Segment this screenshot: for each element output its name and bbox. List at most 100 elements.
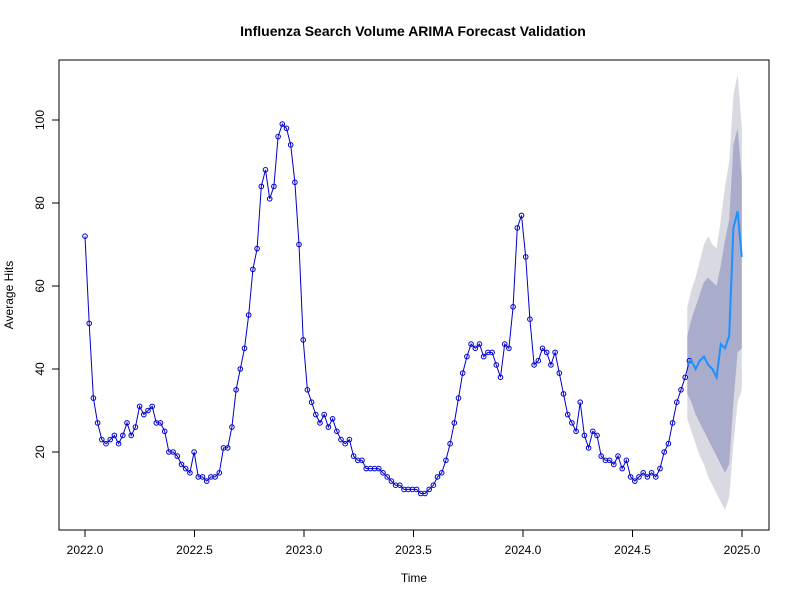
observed-point	[669, 420, 676, 426]
observed-point	[577, 399, 584, 406]
observed-point	[141, 411, 147, 418]
observed-point	[115, 440, 122, 447]
observed-point	[321, 411, 328, 418]
observed-point	[325, 424, 332, 430]
observed-point	[237, 366, 244, 372]
observed-point	[476, 341, 483, 347]
observed-point	[262, 167, 269, 173]
observed-point	[535, 357, 542, 364]
y-axis-label: Average Hits	[2, 261, 16, 329]
x-tick-label: 2022.5	[176, 543, 213, 557]
observed-point	[627, 474, 634, 480]
observed-point	[174, 453, 181, 459]
observed-point	[157, 420, 164, 426]
observed-point	[199, 474, 206, 480]
observed-point	[212, 474, 218, 480]
observed-point	[86, 320, 92, 327]
observed-point	[539, 345, 546, 352]
forecast-line	[686, 211, 743, 381]
observed-point	[149, 403, 155, 410]
observed-point	[380, 470, 386, 476]
x-tick-label: 2023.5	[395, 543, 432, 557]
observed-point	[384, 474, 391, 480]
observed-point	[556, 370, 563, 376]
observed-point	[569, 420, 575, 426]
observed-point	[258, 183, 265, 190]
observed-point	[514, 225, 521, 231]
observed-point	[283, 125, 290, 132]
observed-point	[145, 407, 151, 414]
observed-point	[346, 436, 353, 443]
observed-point	[241, 345, 248, 352]
x-axis: 2022.0 2022.5 2023.0 2023.5 2024.0 2024.5 2025…	[67, 529, 761, 557]
observed-point	[376, 465, 382, 472]
observed-point	[674, 399, 680, 406]
band-inner	[687, 128, 742, 473]
observed-point	[464, 353, 470, 360]
observed-point	[308, 399, 315, 406]
observed-point	[216, 470, 223, 476]
y-tick-label: 40	[33, 362, 47, 376]
observed-point	[552, 349, 558, 356]
observed-point	[606, 457, 613, 464]
observed-point	[472, 345, 479, 352]
chart-title: Influenza Search Volume ARIMA Forecast V…	[240, 23, 586, 39]
observed-point	[623, 457, 630, 464]
observed-point	[128, 432, 134, 439]
observed-point	[296, 241, 302, 248]
observed-point	[350, 453, 357, 459]
observed-point	[480, 353, 487, 360]
observed-point	[338, 436, 344, 443]
observed-point	[111, 432, 118, 439]
observed-point	[132, 424, 139, 430]
observed-point	[250, 266, 256, 273]
observed-point	[501, 341, 508, 347]
observed-point	[275, 133, 281, 140]
observed-point	[527, 316, 533, 323]
observed-point	[182, 465, 189, 472]
observed-point	[191, 449, 197, 455]
observed-point	[451, 420, 458, 426]
observed-point	[632, 478, 638, 484]
y-tick-label: 80	[33, 196, 47, 210]
observed-point	[564, 411, 571, 418]
observed-point	[304, 387, 311, 393]
observed-point	[661, 449, 668, 455]
observed-point	[136, 403, 143, 410]
observed-point	[438, 470, 445, 476]
observed-point	[300, 337, 307, 343]
observed-point	[598, 453, 605, 459]
observed-point	[590, 428, 596, 435]
observed-point	[678, 387, 684, 393]
observed-point	[611, 461, 617, 468]
observed-point	[99, 436, 105, 443]
y-axis: 20 40 60 80 100	[33, 110, 60, 459]
observed-point	[644, 474, 651, 480]
observed-point	[518, 212, 525, 219]
observed-point	[292, 179, 298, 186]
observed-point	[245, 312, 252, 318]
observed-point	[581, 432, 588, 439]
series-layer	[82, 121, 743, 497]
observed-point	[229, 424, 235, 430]
observed-point	[170, 449, 176, 455]
observed-point	[317, 420, 323, 426]
observed-point	[107, 436, 113, 443]
observed-point	[459, 370, 466, 376]
observed-point	[665, 440, 672, 447]
x-tick-label: 2023.0	[286, 543, 323, 557]
observed-point	[531, 362, 537, 368]
y-tick-label: 100	[33, 110, 47, 130]
observed-point	[422, 490, 428, 497]
observed-point	[94, 420, 101, 426]
observed-point	[585, 445, 592, 451]
observed-point	[120, 432, 126, 439]
observed-point	[271, 183, 277, 190]
forecast-intervals	[687, 74, 742, 511]
observed-point	[497, 374, 504, 381]
observed-point	[430, 482, 437, 489]
observed-point	[187, 470, 193, 476]
observed-point	[178, 461, 185, 468]
